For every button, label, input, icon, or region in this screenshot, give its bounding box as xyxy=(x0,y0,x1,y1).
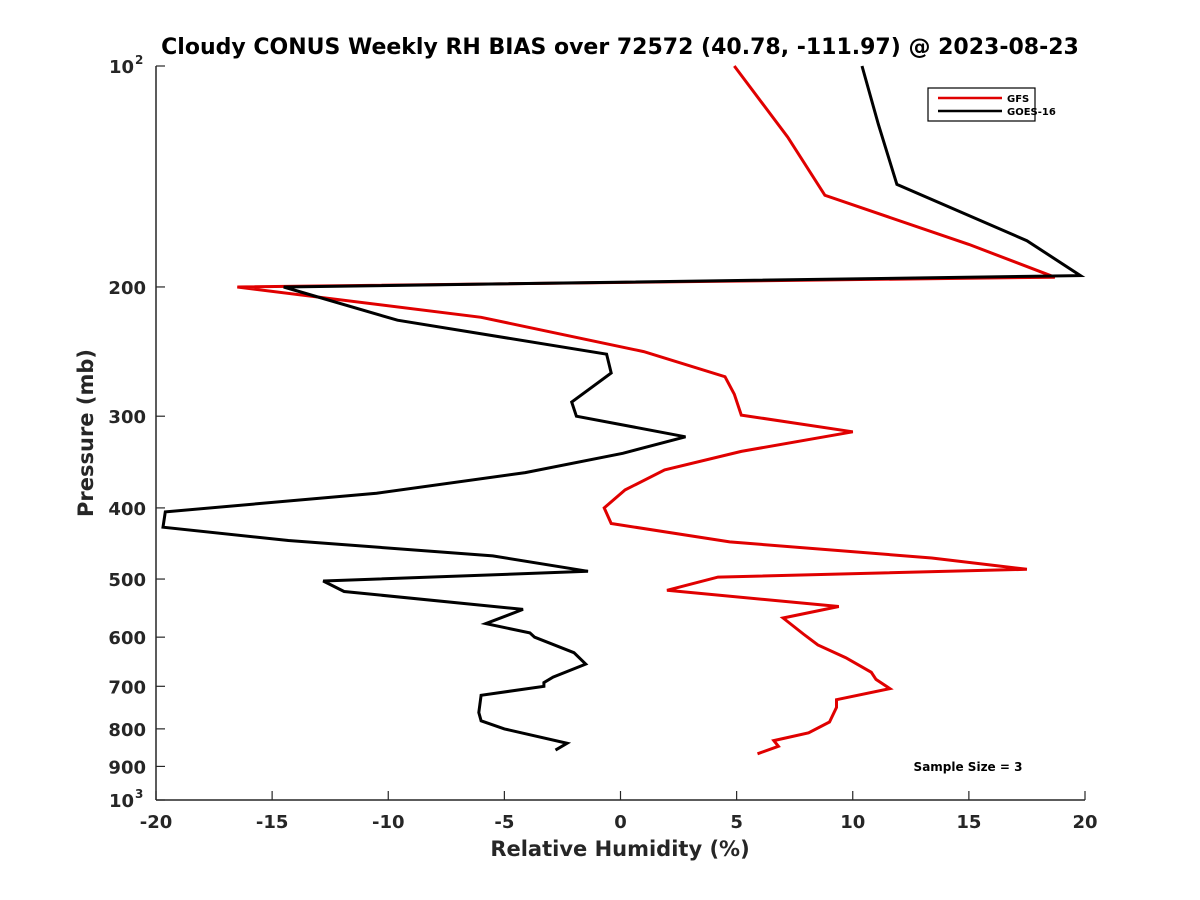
y-tick-label: 400 xyxy=(108,499,146,520)
x-tick-label: 15 xyxy=(956,812,981,833)
chart-title: Cloudy CONUS Weekly RH BIAS over 72572 (… xyxy=(161,35,1079,60)
y-tick-label: 10 xyxy=(109,791,134,812)
y-tick-exponent: 3 xyxy=(135,787,143,801)
y-axis-label: Pressure (mb) xyxy=(74,349,98,517)
legend: GFS GOES-16 xyxy=(927,87,1056,122)
legend-label: GFS xyxy=(1007,94,1029,105)
x-tick-label: -5 xyxy=(494,812,514,833)
y-tick-label: 800 xyxy=(108,720,146,741)
x-tick-label: 5 xyxy=(730,812,743,833)
x-tick-label: 10 xyxy=(840,812,865,833)
legend-box xyxy=(927,87,1036,122)
y-tick-exponent: 2 xyxy=(135,53,143,67)
y-tick-label: 200 xyxy=(108,278,146,299)
x-tick-label: 20 xyxy=(1072,812,1097,833)
y-tick-label: 300 xyxy=(108,407,146,428)
x-tick-label: -20 xyxy=(140,812,173,833)
x-tick-label: -15 xyxy=(256,812,289,833)
legend-label: GOES-16 xyxy=(1007,107,1056,118)
y-tick-label: 500 xyxy=(108,570,146,591)
x-tick-label: -10 xyxy=(372,812,405,833)
y-tick-label: 700 xyxy=(108,677,146,698)
y-tick-label: 600 xyxy=(108,628,146,649)
y-tick-label: 900 xyxy=(108,757,146,778)
y-tick-label: 10 xyxy=(109,57,134,78)
series-line-gfs xyxy=(237,65,1056,756)
x-axis-label: Relative Humidity (%) xyxy=(490,837,749,861)
x-tick-label: 0 xyxy=(614,812,627,833)
sample-size-annotation: Sample Size = 3 xyxy=(914,760,1023,774)
series-line-goes-16 xyxy=(161,65,1086,752)
